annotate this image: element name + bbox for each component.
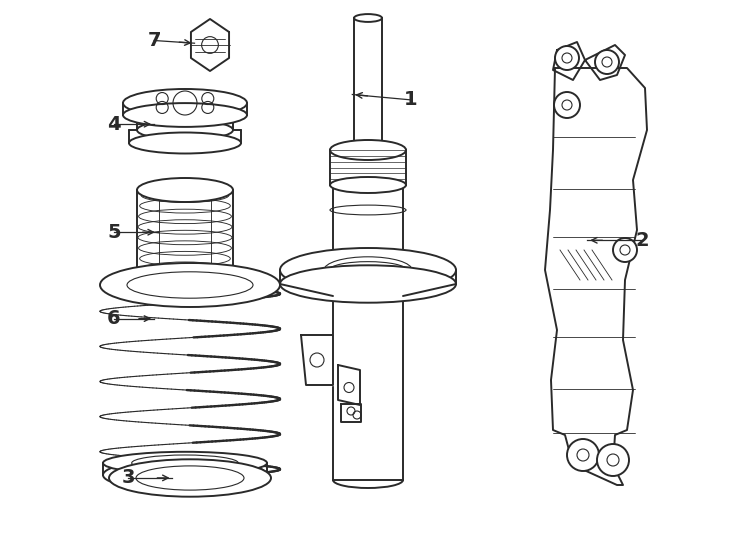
Ellipse shape <box>129 132 241 153</box>
Polygon shape <box>553 42 585 80</box>
Circle shape <box>555 46 579 70</box>
Ellipse shape <box>333 178 403 192</box>
Ellipse shape <box>123 89 247 117</box>
Text: 1: 1 <box>404 90 418 110</box>
Ellipse shape <box>103 459 267 491</box>
Circle shape <box>597 444 629 476</box>
Ellipse shape <box>280 248 456 292</box>
Ellipse shape <box>137 120 233 140</box>
Ellipse shape <box>123 103 247 127</box>
Ellipse shape <box>354 14 382 22</box>
Text: 6: 6 <box>107 309 120 328</box>
Ellipse shape <box>109 460 271 497</box>
Ellipse shape <box>100 263 280 307</box>
Circle shape <box>567 439 599 471</box>
Text: 7: 7 <box>148 31 161 50</box>
Polygon shape <box>545 68 647 485</box>
Text: 4: 4 <box>107 114 120 134</box>
Text: 5: 5 <box>107 222 120 242</box>
Polygon shape <box>585 45 625 80</box>
Polygon shape <box>341 404 361 422</box>
Ellipse shape <box>145 275 225 294</box>
Polygon shape <box>191 19 229 71</box>
Text: 3: 3 <box>122 468 135 488</box>
Text: 2: 2 <box>636 231 649 250</box>
Polygon shape <box>338 365 360 405</box>
Ellipse shape <box>137 178 233 202</box>
Ellipse shape <box>330 140 406 160</box>
Ellipse shape <box>280 265 456 303</box>
Polygon shape <box>301 335 333 385</box>
Circle shape <box>613 238 637 262</box>
Ellipse shape <box>103 452 267 474</box>
Circle shape <box>595 50 619 74</box>
Circle shape <box>554 92 580 118</box>
Ellipse shape <box>330 177 406 193</box>
